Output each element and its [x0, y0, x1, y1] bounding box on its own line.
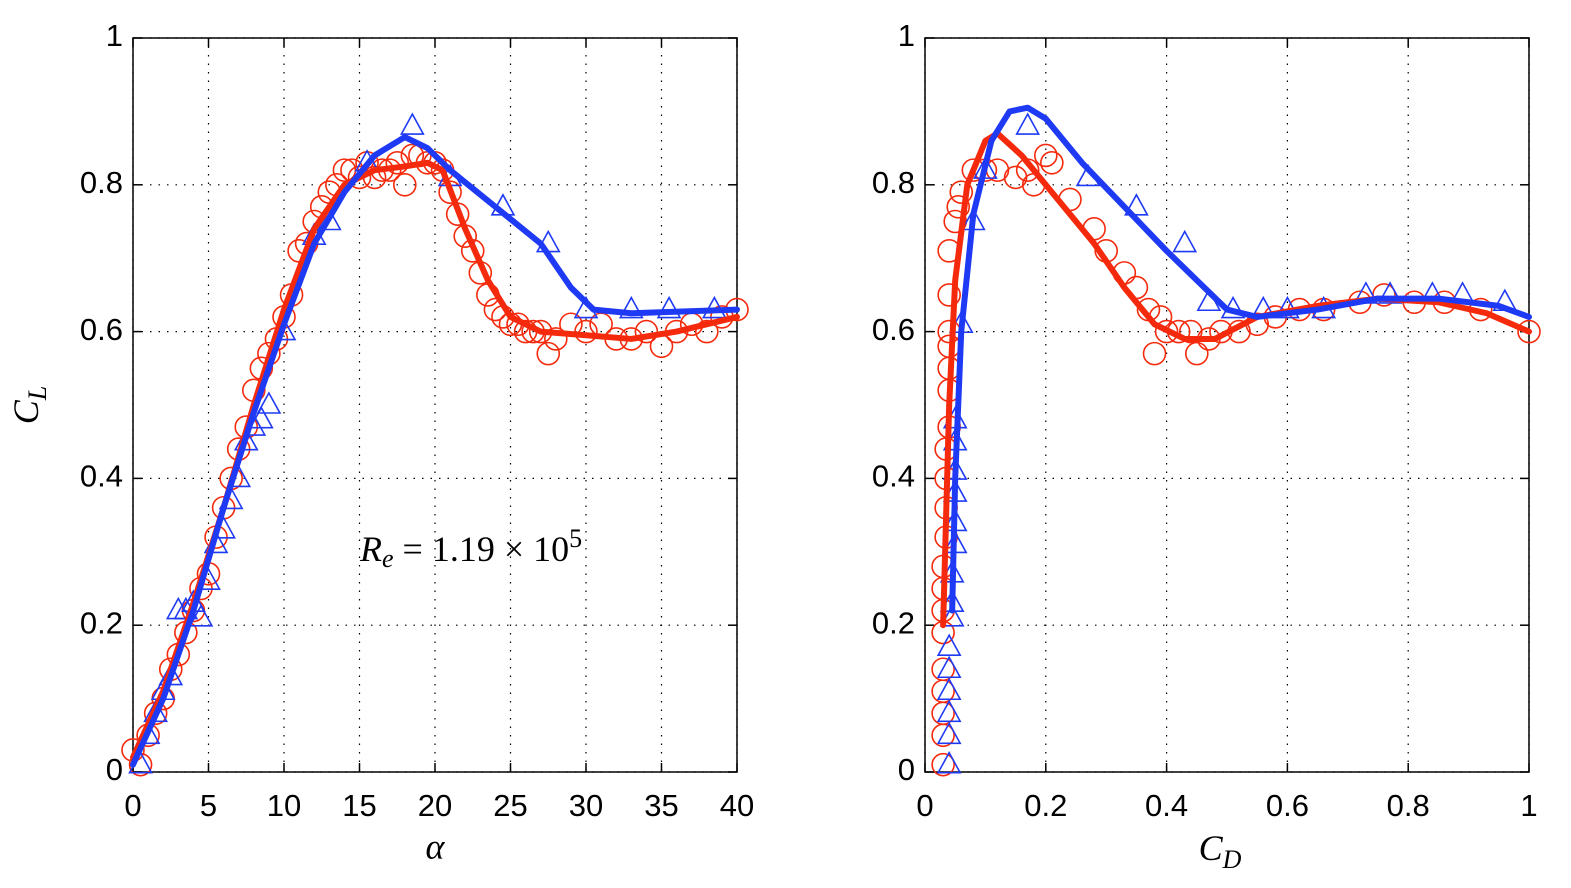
circle-marker [634, 319, 659, 344]
circle-marker [347, 165, 372, 190]
circle-marker [937, 283, 961, 307]
x-tick-label: 10 [267, 788, 301, 823]
annotation: Re = 1.19 × 105 [359, 524, 582, 573]
triangle-marker [1015, 112, 1041, 135]
circle-marker [536, 341, 561, 366]
x-tick-label: 5 [200, 788, 217, 823]
fit-line [949, 104, 1532, 614]
fit-line [940, 130, 1532, 629]
fit-line [130, 134, 740, 768]
y-label-base: C [6, 399, 46, 424]
x-tick-label: 15 [342, 788, 376, 823]
x-tick-label: 0 [124, 788, 141, 823]
annotation-subscript: e [382, 544, 394, 573]
annotation-main: = 1.19 × 10 [394, 529, 570, 569]
y-tick-label: 0.2 [872, 605, 915, 640]
annotation-superscript: 5 [569, 524, 582, 553]
x-tick-label: 0.4 [1145, 788, 1188, 823]
circle-marker [931, 752, 955, 777]
x-label-subscript: D [1222, 845, 1242, 874]
triangle-marker [936, 655, 962, 679]
circle-marker [392, 173, 417, 197]
y-tick-label: 0.8 [80, 165, 123, 200]
x-tick-label: 1 [1520, 788, 1537, 823]
circle-marker [931, 657, 955, 682]
y-tick-label: 0 [106, 752, 123, 787]
circle-marker [1034, 143, 1058, 168]
triangle-marker [248, 406, 274, 429]
circle-marker [1040, 150, 1064, 175]
x-label-base: C [1199, 828, 1224, 868]
triangle-marker [618, 295, 644, 319]
plot-frame [924, 37, 1530, 773]
circle-marker [1142, 341, 1167, 366]
y-tick-label: 0.6 [872, 312, 915, 347]
circle-marker [946, 195, 971, 219]
y-tick-label: 0.6 [80, 312, 123, 347]
triangle-marker [973, 156, 998, 179]
triangle-marker [256, 391, 282, 414]
x-tick-label: 30 [569, 788, 603, 823]
circle-marker [385, 150, 410, 175]
circle-marker [694, 319, 719, 344]
x-tick-label: 25 [493, 788, 527, 823]
annotation-base: R [359, 529, 382, 569]
circle-marker [543, 327, 568, 351]
circle-marker [332, 158, 357, 182]
y-tick-label: 0.4 [872, 459, 915, 494]
triangle-marker [939, 604, 965, 627]
triangle-marker [1124, 193, 1149, 216]
y-axis-label: CL [6, 386, 52, 424]
circle-marker [949, 180, 974, 204]
x-tick-label: 35 [644, 788, 678, 823]
triangle-marker [936, 633, 962, 657]
x-axis-label: α [426, 826, 446, 866]
triangle-marker [1172, 229, 1198, 253]
y-tick-label: 1 [898, 18, 915, 53]
triangle-marker [936, 699, 962, 723]
y-tick-label: 0.4 [80, 459, 123, 494]
triangle-marker [936, 750, 962, 774]
x-tick-label: 0.8 [1387, 788, 1430, 823]
y-tick-label: 0 [898, 752, 915, 787]
y-tick-label: 0.2 [80, 605, 123, 640]
x-tick-label: 40 [720, 788, 754, 823]
triangle-marker [399, 112, 425, 135]
x-tick-label: 0 [916, 788, 933, 823]
x-tick-label: 0.6 [1266, 788, 1309, 823]
x-tick-label: 20 [418, 788, 452, 823]
x-tick-label: 0.2 [1024, 788, 1067, 823]
y-tick-label: 0.8 [872, 165, 915, 200]
triangle-marker [936, 677, 962, 701]
triangle-marker [936, 721, 962, 745]
triangle-marker [656, 295, 682, 319]
circle-marker [1154, 319, 1179, 344]
circle-marker [1517, 319, 1541, 344]
y-label-subscript: L [23, 386, 52, 401]
plot-frame [132, 37, 738, 773]
circle-marker [438, 180, 462, 204]
circle-marker [1185, 341, 1209, 366]
triangle-marker [188, 604, 214, 627]
x-axis-label: CD [1199, 828, 1242, 874]
triangle-marker [1377, 281, 1403, 304]
y-tick-label: 1 [106, 18, 123, 53]
